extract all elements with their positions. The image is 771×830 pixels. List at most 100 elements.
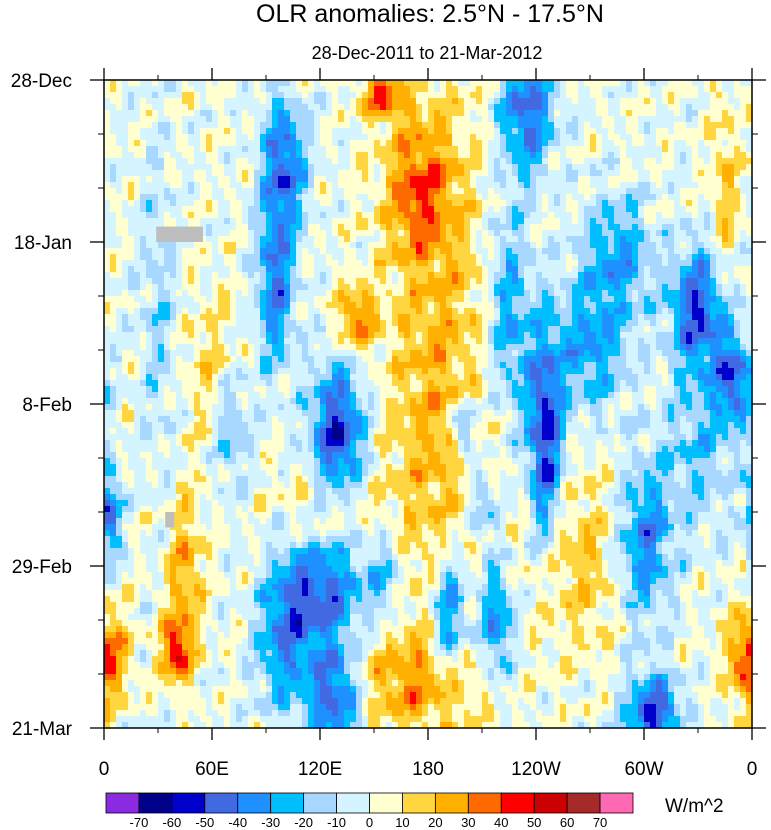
heatmap-cell <box>554 146 561 153</box>
heatmap-cell <box>446 344 453 351</box>
heatmap-cell <box>230 92 237 99</box>
heatmap-cell <box>164 134 171 141</box>
heatmap-cell <box>386 236 393 243</box>
heatmap-cell <box>212 338 219 345</box>
heatmap-cell <box>260 104 267 111</box>
heatmap-cell <box>656 308 663 315</box>
heatmap-cell <box>404 92 411 99</box>
heatmap-cell <box>404 134 411 141</box>
heatmap-cell <box>314 254 321 261</box>
heatmap-cell <box>620 218 627 225</box>
heatmap-cell <box>638 206 645 213</box>
heatmap-cell <box>410 98 417 105</box>
heatmap-cell <box>416 98 423 105</box>
heatmap-cell <box>272 170 279 177</box>
heatmap-cell <box>728 320 735 327</box>
heatmap-cell <box>200 356 207 363</box>
heatmap-cell <box>170 272 177 279</box>
heatmap-cell <box>674 206 681 213</box>
heatmap-cell <box>296 176 303 183</box>
heatmap-cell <box>572 152 579 159</box>
heatmap-cell <box>548 128 555 135</box>
heatmap-cell <box>200 86 207 93</box>
heatmap-cell <box>116 200 123 207</box>
heatmap-cell <box>458 212 465 219</box>
heatmap-cell <box>500 146 507 153</box>
heatmap-cell <box>278 326 285 333</box>
heatmap-cell <box>524 134 531 141</box>
heatmap-cell <box>308 350 315 357</box>
heatmap-cell <box>470 284 477 291</box>
heatmap-cell <box>704 170 711 177</box>
heatmap-cell <box>284 200 291 207</box>
heatmap-cell <box>584 350 591 357</box>
heatmap-cell <box>236 320 243 327</box>
heatmap-cell <box>608 122 615 129</box>
heatmap-cell <box>740 92 747 99</box>
heatmap-cell <box>326 290 333 297</box>
heatmap-cell <box>746 224 753 231</box>
heatmap-cell <box>236 338 243 345</box>
heatmap-cell <box>728 134 735 141</box>
heatmap-cell <box>530 236 537 243</box>
heatmap-cell <box>302 128 309 135</box>
heatmap-cell <box>368 128 375 135</box>
heatmap-cell <box>410 302 417 309</box>
heatmap-cell <box>374 200 381 207</box>
heatmap-cell <box>632 212 639 219</box>
heatmap-cell <box>740 104 747 111</box>
heatmap-cell <box>656 80 663 87</box>
heatmap-cell <box>686 182 693 189</box>
heatmap-cell <box>224 260 231 267</box>
heatmap-cell <box>644 140 651 147</box>
heatmap-cell <box>224 194 231 201</box>
heatmap-cell <box>656 332 663 339</box>
heatmap-cell <box>152 92 159 99</box>
heatmap-cell <box>314 260 321 267</box>
heatmap-cell <box>626 170 633 177</box>
heatmap-cell <box>314 302 321 309</box>
heatmap-cell <box>170 266 177 273</box>
heatmap-cell <box>464 206 471 213</box>
heatmap-cell <box>668 152 675 159</box>
heatmap-cell <box>602 290 609 297</box>
heatmap-cell <box>170 158 177 165</box>
heatmap-cell <box>164 266 171 273</box>
heatmap-cell <box>536 206 543 213</box>
heatmap-cell <box>254 230 261 237</box>
heatmap-cell <box>524 86 531 93</box>
heatmap-cell <box>224 182 231 189</box>
heatmap-cell <box>710 92 717 99</box>
heatmap-cell <box>638 92 645 99</box>
heatmap-cell <box>170 248 177 255</box>
heatmap-cell <box>554 332 561 339</box>
heatmap-cell <box>224 332 231 339</box>
heatmap-cell <box>578 200 585 207</box>
heatmap-cell <box>152 278 159 285</box>
heatmap-cell <box>512 134 519 141</box>
heatmap-cell <box>698 182 705 189</box>
heatmap-cell <box>638 248 645 255</box>
heatmap-cell <box>404 350 411 357</box>
heatmap-cell <box>440 176 447 183</box>
heatmap-cell <box>410 296 417 303</box>
heatmap-cell <box>302 278 309 285</box>
heatmap-cell <box>176 92 183 99</box>
heatmap-cell <box>284 230 291 237</box>
heatmap-cell <box>506 224 513 231</box>
heatmap-cell <box>212 182 219 189</box>
heatmap-cell <box>170 242 177 249</box>
heatmap-cell <box>638 284 645 291</box>
heatmap-cell <box>350 338 357 345</box>
heatmap-cell <box>302 248 309 255</box>
heatmap-cell <box>218 164 225 171</box>
heatmap-cell <box>386 302 393 309</box>
heatmap-cell <box>644 98 651 105</box>
heatmap-cell <box>602 242 609 249</box>
heatmap-cell <box>356 248 363 255</box>
heatmap-cell <box>326 242 333 249</box>
heatmap-cell <box>362 338 369 345</box>
heatmap-cell <box>704 218 711 225</box>
heatmap-cell <box>362 140 369 147</box>
heatmap-cell <box>104 80 111 87</box>
